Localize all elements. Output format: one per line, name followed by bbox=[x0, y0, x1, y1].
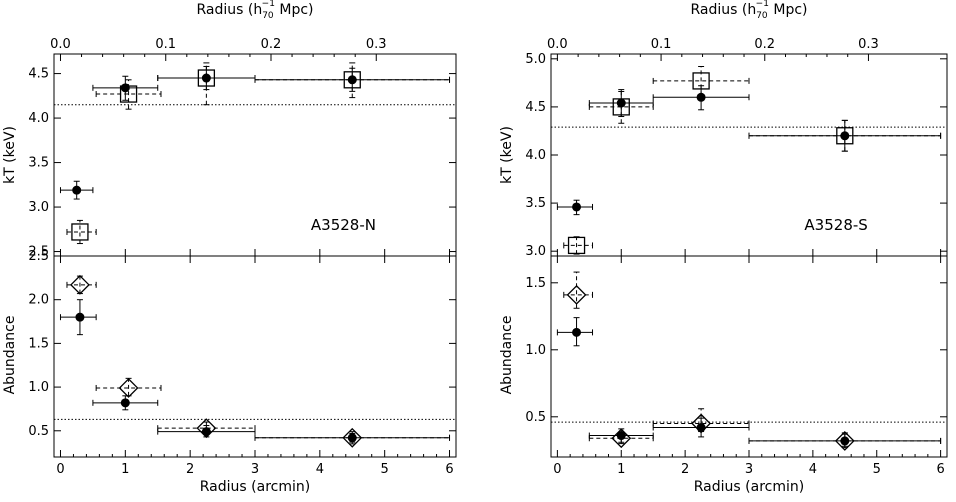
kt-filled-circle-point bbox=[616, 98, 626, 108]
kt-filled-circle-point bbox=[347, 75, 357, 85]
x-axis-title: Radius (arcmin) bbox=[694, 479, 804, 495]
kt-panel-frame bbox=[53, 53, 457, 257]
panel-name-label: A3528-N bbox=[311, 216, 376, 234]
kt-filled-circle-point bbox=[840, 131, 850, 141]
top-axis-tick-label: 0.1 bbox=[651, 37, 672, 52]
top-axis-tick-label: 0.2 bbox=[261, 37, 282, 52]
abundance-y-tick-label: 0.5 bbox=[28, 424, 49, 439]
top-axis-title-part: 70 bbox=[756, 11, 768, 21]
x-axis-title: Radius (arcmin) bbox=[200, 479, 310, 495]
x-tick-label: 2 bbox=[681, 462, 689, 477]
top-axis-tick-label: 0.3 bbox=[366, 37, 387, 52]
x-tick-label: 2 bbox=[186, 462, 194, 477]
x-tick-label: 6 bbox=[936, 462, 944, 477]
kt-y-tick-label: 4.5 bbox=[28, 67, 49, 82]
abundance-open-diamond-point bbox=[834, 431, 855, 451]
kt-y-tick-label: 5.0 bbox=[525, 52, 546, 67]
top-axis-title-part: Radius (h bbox=[196, 2, 262, 18]
top-axis-title: Radius (h70 −1 Mpc) bbox=[196, 0, 313, 21]
abundance-y-tick-label: 1.5 bbox=[28, 336, 49, 351]
top-axis-title-part: Radius (h bbox=[690, 2, 756, 18]
x-tick-label: 0 bbox=[56, 462, 64, 477]
x-tick-label: 3 bbox=[745, 462, 753, 477]
x-tick-label: 4 bbox=[809, 462, 817, 477]
x-tick-label: 6 bbox=[445, 462, 453, 477]
abundance-y-tick-label: 1.5 bbox=[525, 276, 546, 291]
top-axis-title-part: −1 bbox=[756, 0, 769, 9]
abundance-filled-circle-point bbox=[201, 427, 211, 437]
top-axis-tick-label: 0.3 bbox=[858, 37, 879, 52]
kt-open-square-point bbox=[567, 236, 586, 255]
top-axis-tick-label: 0.0 bbox=[547, 37, 568, 52]
abundance-y-tick-label: 1.0 bbox=[525, 343, 546, 358]
kt-y-tick-label: 2.5 bbox=[28, 245, 49, 260]
kt-open-square-point bbox=[71, 223, 89, 241]
abundance-filled-circle-point bbox=[75, 312, 85, 322]
x-tick-label: 1 bbox=[617, 462, 625, 477]
abundance-filled-circle-point bbox=[120, 398, 130, 408]
kt-panel-frame bbox=[550, 53, 948, 257]
kt-y-tick-label: 3.0 bbox=[525, 244, 546, 259]
kt-filled-circle-point bbox=[120, 83, 130, 93]
abundance-open-diamond-point bbox=[566, 284, 587, 305]
abundance-open-diamond-point bbox=[118, 378, 139, 398]
kt-y-tick-label: 4.5 bbox=[525, 100, 546, 115]
abundance-filled-circle-point bbox=[347, 433, 357, 443]
top-axis-title-part: −1 bbox=[262, 0, 275, 9]
abundance-filled-circle-point bbox=[572, 327, 582, 337]
abundance-y-tick-label: 1.0 bbox=[28, 380, 49, 395]
abundance-y-tick-label: 0.5 bbox=[525, 410, 546, 425]
abundance-open-diamond-point bbox=[70, 274, 90, 295]
kt-y-tick-label: 4.0 bbox=[525, 148, 546, 163]
abundance-y-tick-label: 2.0 bbox=[28, 293, 49, 308]
kt-axis-title: kT (keV) bbox=[2, 126, 18, 184]
abundance-open-diamond-point bbox=[342, 427, 363, 448]
kt-axis-title: kT (keV) bbox=[499, 126, 515, 184]
abundance-filled-circle-point bbox=[840, 436, 850, 446]
kt-y-tick-label: 3.5 bbox=[28, 156, 49, 171]
top-axis-tick-label: 0.2 bbox=[754, 37, 775, 52]
abundance-y-tick-label: 2.5 bbox=[28, 249, 49, 264]
abundance-axis-title: Abundance bbox=[2, 316, 18, 395]
top-axis-title-part: Mpc) bbox=[769, 2, 808, 18]
x-tick-label: 4 bbox=[316, 462, 324, 477]
x-tick-label: 5 bbox=[873, 462, 881, 477]
kt-filled-circle-point bbox=[201, 73, 211, 83]
x-tick-label: 5 bbox=[381, 462, 389, 477]
x-tick-label: 1 bbox=[121, 462, 129, 477]
top-axis-title-part: 70 bbox=[262, 11, 274, 21]
kt-y-tick-label: 4.0 bbox=[28, 111, 49, 126]
kt-filled-circle-point bbox=[72, 185, 82, 195]
kt-filled-circle-point bbox=[696, 92, 706, 102]
top-axis-tick-label: 0.1 bbox=[155, 37, 176, 52]
top-axis-title-part: Mpc) bbox=[275, 2, 314, 18]
panel-name-label: A3528-S bbox=[804, 216, 867, 234]
kt-y-tick-label: 3.0 bbox=[28, 200, 49, 215]
top-axis-tick-label: 0.0 bbox=[50, 37, 71, 52]
x-tick-label: 0 bbox=[553, 462, 561, 477]
abundance-filled-circle-point bbox=[696, 423, 706, 433]
abundance-filled-circle-point bbox=[616, 431, 626, 441]
top-axis-title: Radius (h70 −1 Mpc) bbox=[690, 0, 807, 21]
abundance-axis-title: Abundance bbox=[499, 316, 515, 395]
x-tick-label: 3 bbox=[251, 462, 259, 477]
kt-filled-circle-point bbox=[572, 202, 582, 212]
kt-y-tick-label: 3.5 bbox=[525, 196, 546, 211]
